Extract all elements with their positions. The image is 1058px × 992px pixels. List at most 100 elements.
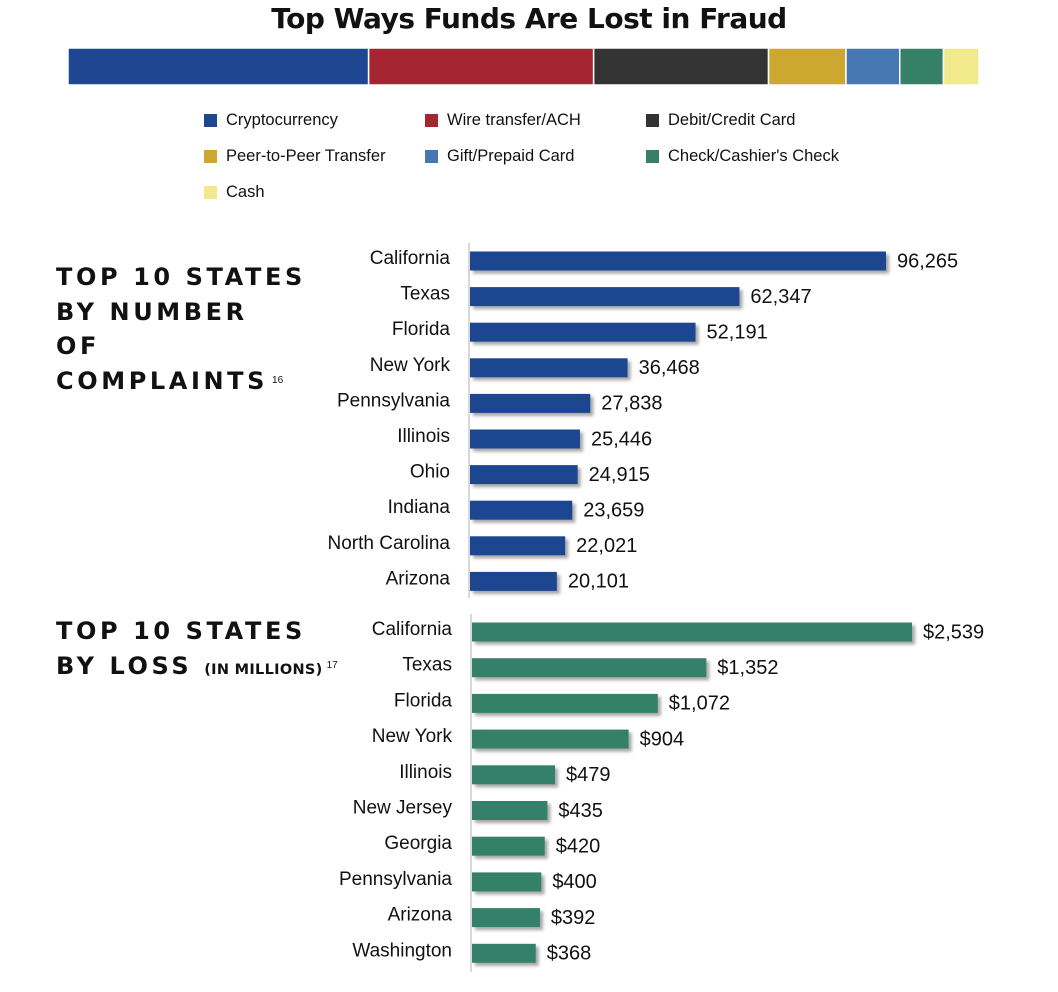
complaints-category-label: California xyxy=(370,248,451,269)
legend-label: Debit/Credit Card xyxy=(668,110,796,129)
loss-bar xyxy=(472,658,707,678)
complaints-category-label: Texas xyxy=(400,284,450,305)
funds-lost-stacked-bar xyxy=(67,47,980,86)
complaints-category-label: Pennsylvania xyxy=(337,390,450,411)
complaints-value-label: 22,021 xyxy=(576,535,637,557)
legend-item: Peer-to-Peer Transfer xyxy=(204,146,386,166)
loss-category-label: Washington xyxy=(352,940,452,961)
complaints-category-label: Indiana xyxy=(388,497,451,518)
complaints-bar xyxy=(470,429,580,449)
complaints-bar-chart: California 96,265 Texas 62,347 Florida 52,191… xyxy=(328,243,958,598)
complaints-value-label: 96,265 xyxy=(897,250,958,272)
legend-label: Wire transfer/ACH xyxy=(447,110,581,129)
loss-category-label: Arizona xyxy=(388,905,453,926)
complaints-bar xyxy=(470,500,573,520)
legend-label: Cryptocurrency xyxy=(226,110,338,129)
loss-value-label: $435 xyxy=(558,800,603,822)
stack-segment-7 xyxy=(942,47,980,86)
loss-bar xyxy=(472,693,658,713)
complaints-heading-line-3: OF xyxy=(56,332,100,360)
loss-category-label: Illinois xyxy=(399,762,452,783)
legend-swatch xyxy=(204,113,217,127)
complaints-bar xyxy=(470,358,628,378)
legend-swatch xyxy=(204,149,217,163)
complaints-value-label: 25,446 xyxy=(591,428,652,450)
loss-value-label: $904 xyxy=(640,728,685,750)
legend-swatch xyxy=(425,113,438,127)
loss-bar xyxy=(472,836,545,856)
legend-label: Peer-to-Peer Transfer xyxy=(226,146,386,165)
complaints-category-label: North Carolina xyxy=(328,533,451,554)
complaints-category-label: Illinois xyxy=(397,426,450,447)
complaints-heading-line-4: COMPLAINTS xyxy=(56,366,269,395)
complaints-bar xyxy=(470,322,696,342)
complaints-category-label: Ohio xyxy=(410,462,450,483)
loss-heading-line-1: TOP 10 STATES xyxy=(56,617,306,645)
complaints-category-label: Arizona xyxy=(386,568,451,589)
loss-value-label: $400 xyxy=(552,871,597,893)
loss-footnote: 17 xyxy=(326,659,338,671)
loss-value-label: $392 xyxy=(551,907,596,929)
loss-value-label: $1,072 xyxy=(669,693,730,715)
complaints-value-label: 20,101 xyxy=(568,571,629,593)
loss-bar xyxy=(472,908,540,928)
legend-label: Cash xyxy=(226,182,265,201)
legend-item: Cash xyxy=(204,182,265,202)
legend-item: Wire transfer/ACH xyxy=(425,110,581,130)
complaints-bar xyxy=(470,393,591,413)
legend-swatch xyxy=(646,149,659,163)
loss-bar xyxy=(472,622,912,642)
stack-segment-6 xyxy=(898,47,945,86)
loss-category-label: Georgia xyxy=(384,833,452,854)
legend-item: Debit/Credit Card xyxy=(646,110,795,130)
stack-segment-4 xyxy=(767,47,847,86)
complaints-heading: TOP 10 STATES BY NUMBER OF COMPLAINTS 16 xyxy=(56,260,306,398)
complaints-value-label: 52,191 xyxy=(707,321,768,343)
legend-swatch xyxy=(204,185,217,199)
legend-label: Check/Cashier's Check xyxy=(668,146,839,165)
loss-category-label: Texas xyxy=(402,655,452,676)
complaints-bar xyxy=(470,251,886,271)
legend-swatch xyxy=(425,149,438,163)
loss-category-label: New York xyxy=(372,726,453,747)
loss-value-label: $1,352 xyxy=(717,657,778,679)
complaints-value-label: 27,838 xyxy=(601,393,662,415)
complaints-bar xyxy=(470,465,578,485)
complaints-heading-line-1: TOP 10 STATES xyxy=(56,263,306,291)
complaints-bar xyxy=(470,536,566,556)
stack-segment-1 xyxy=(67,47,370,86)
loss-heading-sub: (IN MILLIONS) xyxy=(204,661,323,678)
stack-segment-3 xyxy=(592,47,770,86)
complaints-value-label: 62,347 xyxy=(750,286,811,308)
loss-value-label: $420 xyxy=(556,835,601,857)
complaints-bar xyxy=(470,287,740,307)
complaints-value-label: 36,468 xyxy=(639,357,700,379)
loss-category-label: New Jersey xyxy=(353,798,453,819)
legend-item: Cryptocurrency xyxy=(204,110,338,130)
loss-value-label: $479 xyxy=(566,764,611,786)
loss-bar xyxy=(472,943,536,963)
complaints-value-label: 24,915 xyxy=(589,464,650,486)
loss-value-label: $368 xyxy=(547,943,592,965)
loss-bar xyxy=(472,801,548,820)
stack-segment-5 xyxy=(845,47,901,86)
loss-bar xyxy=(472,872,542,892)
loss-bar xyxy=(472,729,629,749)
loss-bar-chart: California $2,539 Texas $1,352 Florida $1,072… xyxy=(339,614,984,972)
legend-label: Gift/Prepaid Card xyxy=(447,146,575,165)
loss-bar xyxy=(472,765,556,785)
complaints-category-label: Florida xyxy=(392,319,451,340)
complaints-footnote: 16 xyxy=(272,374,284,386)
complaints-bar xyxy=(470,571,557,591)
loss-value-label: $2,539 xyxy=(923,621,984,643)
loss-heading-line-2: BY LOSS xyxy=(56,651,193,680)
chart-title: Top Ways Funds Are Lost in Fraud xyxy=(271,2,787,35)
loss-category-label: Pennsylvania xyxy=(339,869,452,890)
stack-segment-2 xyxy=(367,47,595,86)
legend-item: Gift/Prepaid Card xyxy=(425,146,574,166)
loss-category-label: California xyxy=(372,619,453,640)
legend-item: Check/Cashier's Check xyxy=(646,146,839,166)
loss-heading: TOP 10 STATES BY LOSS (IN MILLIONS) 17 xyxy=(56,614,338,687)
complaints-value-label: 23,659 xyxy=(583,499,644,521)
